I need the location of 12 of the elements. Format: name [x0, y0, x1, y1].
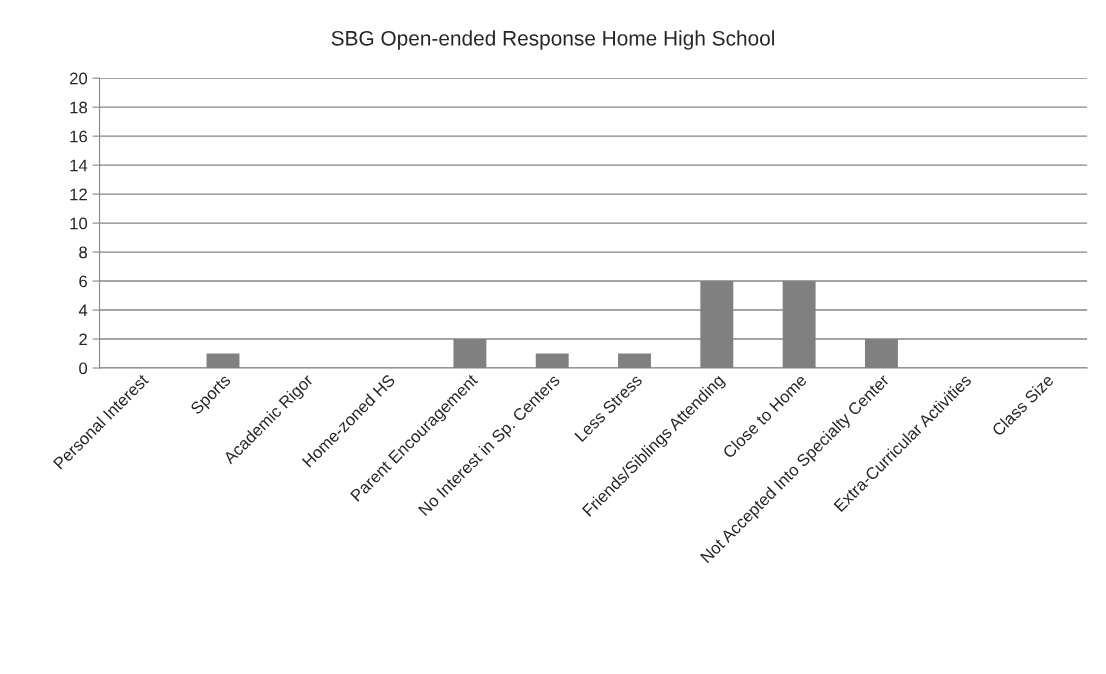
- y-tick-label: 8: [79, 246, 88, 259]
- y-tick-label: 4: [78, 304, 88, 317]
- y-tick-label: 16: [70, 130, 87, 143]
- y-tick-label: 14: [70, 159, 88, 172]
- y-tick-label: 2: [79, 333, 87, 346]
- y-tick-label: 20: [70, 72, 88, 85]
- y-tick-label: 10: [70, 217, 88, 230]
- y-tick-label: 6: [79, 275, 87, 288]
- y-tick-label: 12: [70, 188, 87, 201]
- y-tick-label: 18: [70, 101, 88, 114]
- y-tick-label: 0: [79, 362, 88, 375]
- chart-title: SBG Open-ended Response Home High School: [331, 30, 774, 50]
